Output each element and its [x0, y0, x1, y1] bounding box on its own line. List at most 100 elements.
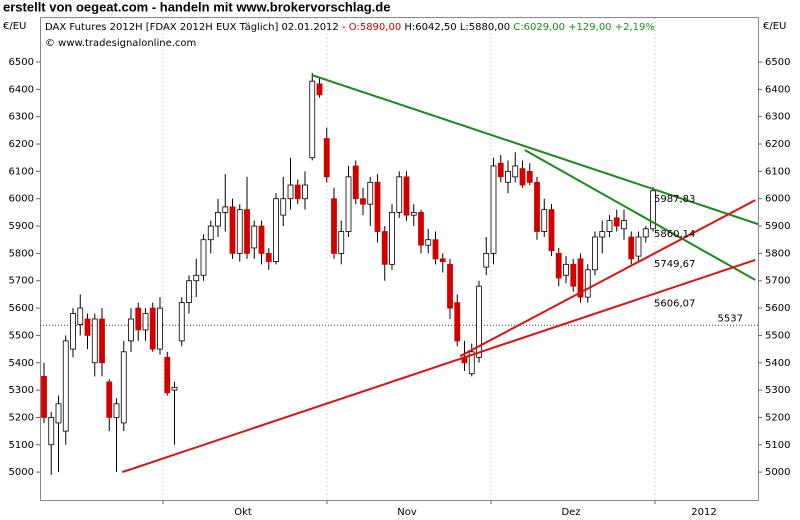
- candle-body: [338, 231, 345, 254]
- y-tick-label-right: 5500: [765, 330, 790, 341]
- candle-body: [99, 318, 105, 364]
- trendline: [121, 259, 756, 474]
- candle-body: [331, 198, 337, 254]
- candle-body: [519, 168, 526, 186]
- legend-open: O:5890,00: [349, 22, 401, 33]
- candle-body: [215, 211, 221, 227]
- legend-low: L:5880,00: [460, 22, 510, 33]
- y-tick-label: 5700: [9, 276, 34, 287]
- y-unit-right: €/EU: [763, 21, 786, 32]
- y-tick-label: 6500: [9, 57, 34, 68]
- candle-body: [360, 198, 366, 205]
- trendline: [459, 199, 756, 358]
- x-tick-label: Nov: [397, 507, 417, 518]
- y-tick-label: 5300: [9, 385, 34, 396]
- legend-name: DAX Futures 2012H [FDAX 2012H EUX Täglic…: [45, 22, 346, 33]
- y-tick-label: 5400: [9, 358, 34, 369]
- candle-body: [548, 209, 555, 252]
- candle-body: [222, 206, 229, 213]
- x-tick-label: 2012: [691, 507, 716, 518]
- candle-body: [345, 176, 352, 232]
- y-tick-label-right: 6200: [765, 139, 790, 150]
- y-tick-label-right: 5700: [765, 276, 790, 287]
- candle-body: [135, 307, 142, 331]
- candle-body: [476, 285, 482, 358]
- y-tick-label: 5000: [9, 467, 34, 478]
- y-tick-label-right: 5000: [765, 467, 790, 478]
- y-tick-label: 6200: [9, 139, 34, 150]
- candle-body: [563, 263, 569, 276]
- candle-body: [178, 302, 185, 342]
- candle-body: [280, 198, 287, 216]
- y-tick-label-right: 5300: [765, 385, 790, 396]
- legend-high: H:6042,50: [404, 22, 456, 33]
- candle-body: [229, 206, 236, 254]
- y-tick-label-right: 6500: [765, 57, 790, 68]
- candle-body: [381, 231, 388, 265]
- legend-close: C:6029,00 +129,00 +2,19%: [513, 22, 655, 33]
- y-tick-label: 6400: [9, 84, 34, 95]
- candle-body: [454, 302, 461, 342]
- y-tick-label: 6300: [9, 112, 34, 123]
- candle-body: [432, 239, 439, 260]
- copyright: © www.tradesignalonline.com: [45, 38, 196, 49]
- candle-body: [512, 165, 519, 178]
- candle-body: [48, 417, 55, 446]
- candle-body: [77, 307, 84, 325]
- y-tick-label: 5100: [9, 440, 34, 451]
- candle-body: [389, 211, 395, 265]
- candle-body: [584, 269, 591, 298]
- candle-body: [142, 313, 149, 331]
- candle-body: [106, 381, 113, 418]
- candle-body: [258, 225, 265, 254]
- y-tick-label-right: 6000: [765, 194, 790, 205]
- candle-body: [374, 181, 381, 232]
- candle-body: [490, 165, 497, 254]
- x-tick-label: Dez: [561, 507, 580, 518]
- candle-body: [505, 170, 511, 183]
- candle-body: [171, 386, 178, 391]
- candle-body: [635, 236, 642, 257]
- candle-body: [70, 313, 76, 350]
- candle-body: [149, 307, 156, 350]
- candle-body: [541, 209, 548, 232]
- candle-body: [251, 225, 258, 249]
- y-tick-label-right: 5600: [765, 303, 790, 314]
- candle-body: [157, 307, 163, 350]
- candle-body: [447, 263, 453, 309]
- candle-body: [613, 217, 620, 227]
- candle-body: [439, 258, 446, 262]
- level-value-label: 5860,14: [654, 229, 695, 240]
- candle-body: [265, 252, 272, 262]
- y-tick-label: 5200: [9, 412, 34, 423]
- legend: DAX Futures 2012H [FDAX 2012H EUX Täglic…: [45, 22, 655, 33]
- level-label: 5537: [718, 313, 743, 324]
- y-tick-label-right: 5400: [765, 358, 790, 369]
- candle-body: [497, 162, 504, 178]
- y-tick-label: 5900: [9, 221, 34, 232]
- trendline: [311, 74, 758, 226]
- x-tick-label: Okt: [234, 507, 252, 518]
- candle-body: [592, 236, 598, 271]
- candle-body: [628, 236, 635, 260]
- candle-body: [287, 184, 294, 200]
- banner: erstellt von oegeat.com - handeln mit ww…: [3, 0, 390, 14]
- y-tick-label-right: 5100: [765, 440, 790, 451]
- candle-body: [599, 231, 606, 238]
- candle-body: [273, 198, 279, 262]
- candle-body: [294, 184, 301, 200]
- candle-body: [650, 190, 656, 230]
- candle-body: [483, 252, 490, 268]
- candle-body: [570, 263, 577, 287]
- candle-body: [186, 280, 192, 304]
- candle-body: [577, 258, 584, 298]
- y-tick-label: 5600: [9, 303, 34, 314]
- candle-body: [91, 318, 98, 364]
- y-tick-label-right: 5900: [765, 221, 790, 232]
- y-tick-label-right: 6100: [765, 166, 790, 177]
- candle-body: [200, 239, 207, 276]
- plot-frame: [40, 17, 759, 501]
- y-unit-left: €/EU: [3, 21, 26, 32]
- level-value-label: 5606,07: [654, 298, 695, 309]
